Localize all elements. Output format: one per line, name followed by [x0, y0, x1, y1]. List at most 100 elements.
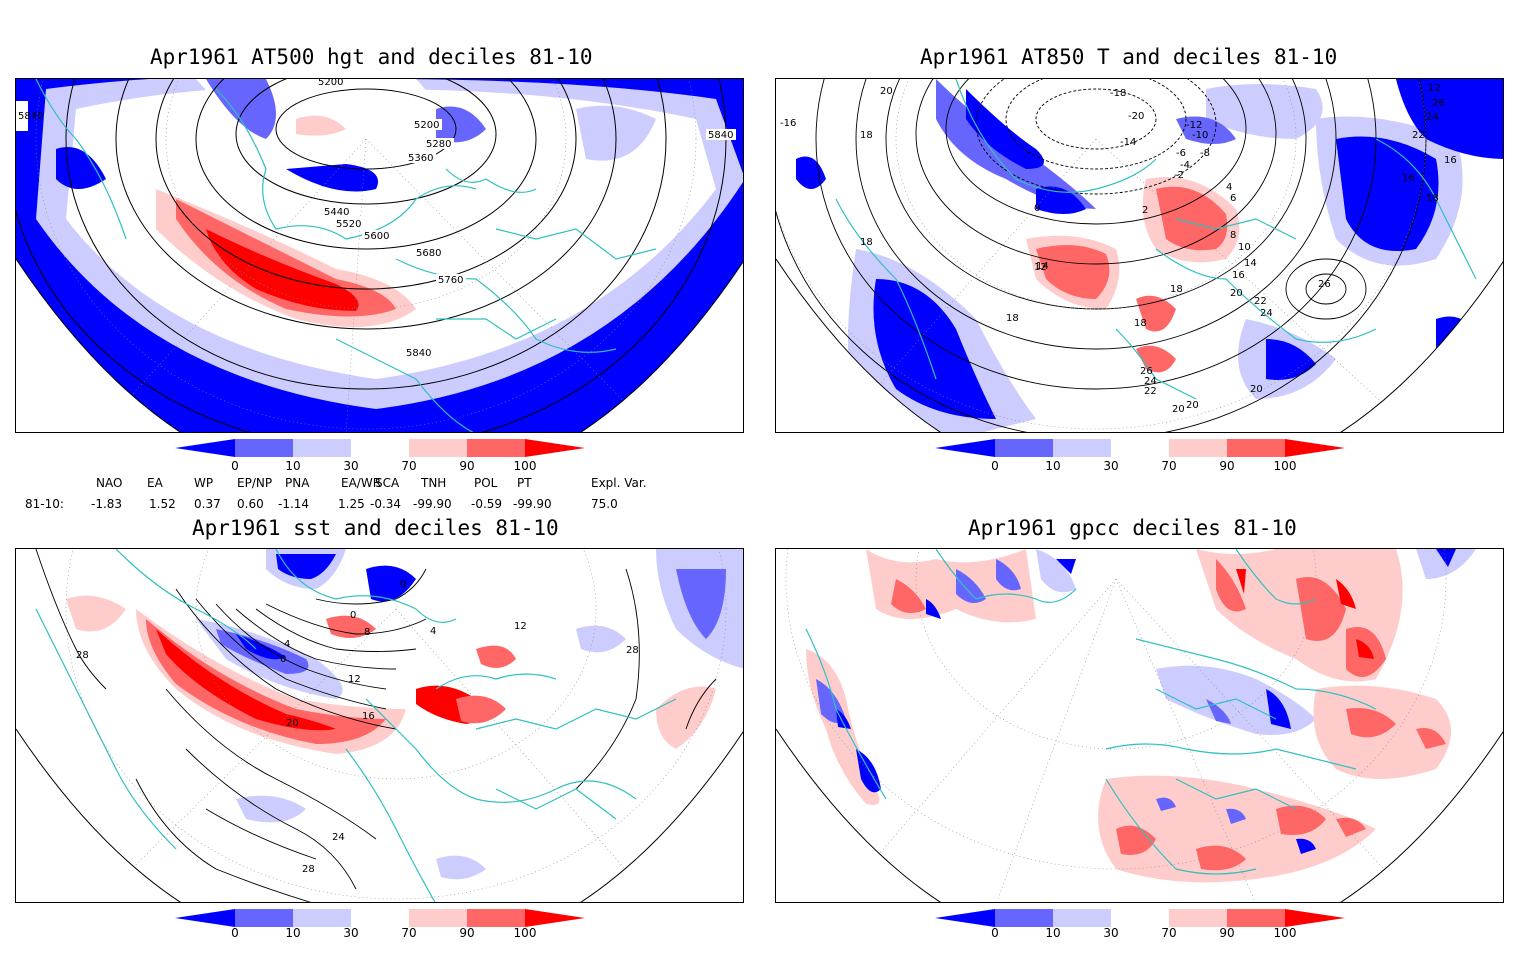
- contour-label: 2: [1142, 205, 1148, 216]
- index-value: -0.34: [370, 497, 402, 511]
- colorbar-segment: [525, 909, 585, 927]
- contour-label: 18: [860, 237, 873, 248]
- contour-label: 4: [430, 626, 436, 637]
- contour-label: 24: [332, 832, 345, 843]
- colorbar-tick-label: 100: [513, 459, 537, 473]
- contour-label: 4: [1226, 182, 1232, 193]
- contour-label: 20: [880, 86, 893, 97]
- contour-label: 5520: [336, 219, 361, 230]
- index-value: -99.90: [513, 497, 552, 511]
- contour-label: 0: [1034, 203, 1040, 214]
- colorbar-tick-label: 30: [343, 459, 359, 473]
- contour-label: 12: [514, 621, 527, 632]
- contour-label: 5600: [364, 231, 389, 242]
- index-value: 0.60: [237, 497, 264, 511]
- colorbar-segment: [1285, 439, 1345, 457]
- contour-label: 0: [280, 654, 286, 665]
- contour-label: 10: [1238, 242, 1251, 253]
- index-header: TNH: [421, 476, 447, 490]
- colorbar-segment: [1285, 909, 1345, 927]
- contour-label: 20: [1230, 288, 1243, 299]
- map-panel-gpcc: [775, 548, 1504, 903]
- contour-label: 12: [1428, 83, 1441, 94]
- colorbar-tick-label: 0: [231, 459, 239, 473]
- colorbar-segment: [1111, 909, 1169, 927]
- colorbar-tick-label: 30: [343, 926, 359, 940]
- index-header: WP: [194, 476, 214, 490]
- colorbar-segment: [935, 909, 995, 927]
- contour-label: -2: [1174, 170, 1184, 181]
- colorbar-t850: 0 10 30 70 90 100: [935, 439, 1345, 483]
- index-row-label: 81-10:: [25, 497, 64, 511]
- colorbar-sst: 0 10 30 70 90 100: [175, 909, 585, 953]
- index-header: PT: [517, 476, 532, 490]
- contour-label: 14: [1244, 258, 1257, 269]
- contour-label: 22: [1144, 386, 1157, 397]
- colorbar-tick-label: 70: [401, 926, 417, 940]
- colorbar-tick-label: 90: [459, 459, 475, 473]
- contour-label: 18: [1426, 193, 1439, 204]
- contour-label: 22: [1412, 130, 1425, 141]
- contour-label: -18: [1110, 88, 1126, 99]
- colorbar-segment: [351, 439, 409, 457]
- contour-label: 28: [626, 645, 639, 656]
- colorbar-segment: [1111, 439, 1169, 457]
- colorbar-segment: [293, 439, 351, 457]
- contour-label: 5280: [426, 139, 451, 150]
- colorbar-tick-label: 100: [513, 926, 537, 940]
- index-value: -1.14: [278, 497, 310, 511]
- colorbar-tick-label: 90: [459, 926, 475, 940]
- index-header: EP/NP: [237, 476, 273, 490]
- contour-label: 5840: [18, 111, 43, 122]
- colorbar-tick-label: 0: [231, 926, 239, 940]
- colorbar-segment: [1053, 439, 1111, 457]
- index-value: 0.37: [194, 497, 221, 511]
- contour-label: -8: [1200, 148, 1210, 159]
- contour-label: 5200: [318, 79, 343, 88]
- colorbar-segment: [235, 439, 293, 457]
- contour-label: 22: [1254, 296, 1267, 307]
- colorbar-segment: [995, 909, 1053, 927]
- contour-label: -16: [780, 118, 796, 129]
- contour-label: 28: [302, 864, 315, 875]
- colorbar-segment: [935, 439, 995, 457]
- contour-label: -20: [1128, 111, 1144, 122]
- colorbar-segment: [995, 439, 1053, 457]
- colorbar-tick-label: 0: [991, 926, 999, 940]
- colorbar-tick-label: 10: [285, 926, 301, 940]
- colorbar-segment: [1053, 909, 1111, 927]
- contour-label: -10: [1192, 130, 1208, 141]
- colorbar-segment: [467, 909, 525, 927]
- index-value: 1.52: [149, 497, 176, 511]
- colorbar-segment: [293, 909, 351, 927]
- contour-label: -4: [1180, 160, 1190, 171]
- contour-label: -12: [1186, 120, 1202, 131]
- contour-label: -14: [1120, 137, 1136, 148]
- contour-label: 18: [1006, 313, 1019, 324]
- colorbar-z500: 0 10 30 70 90 100: [175, 439, 585, 483]
- contour-label: 28: [76, 650, 89, 661]
- colorbar-tick-label: 100: [1273, 459, 1297, 473]
- map-panel-t850: 20 -16 18 18 -18 -20 -14 -12 -10 -8 -6 -…: [775, 78, 1504, 433]
- contour-label: 14: [1036, 261, 1049, 272]
- colorbar-tick-label: 30: [1103, 926, 1119, 940]
- contour-label: 5680: [416, 248, 441, 259]
- colorbar-tick-label: 10: [1045, 926, 1061, 940]
- colorbar-segment: [1169, 909, 1227, 927]
- contour-label: 24: [1260, 308, 1273, 319]
- index-header: EA: [147, 476, 163, 490]
- index-header: EA/WR: [341, 476, 382, 490]
- colorbar-segment: [467, 439, 525, 457]
- colorbar-tick-label: 70: [401, 459, 417, 473]
- contour-label: 4: [284, 639, 290, 650]
- index-header: Expl. Var.: [591, 476, 647, 490]
- colorbar-segment: [351, 909, 409, 927]
- contour-label: 24: [1144, 376, 1157, 387]
- index-value: 75.0: [591, 497, 618, 511]
- contour-label: -6: [1176, 148, 1186, 159]
- index-value: 1.25: [338, 497, 365, 511]
- colorbar-segment: [525, 439, 585, 457]
- contour-label: 26: [1318, 279, 1331, 290]
- contour-label: 6: [1230, 193, 1236, 204]
- contour-label: 0: [350, 610, 356, 621]
